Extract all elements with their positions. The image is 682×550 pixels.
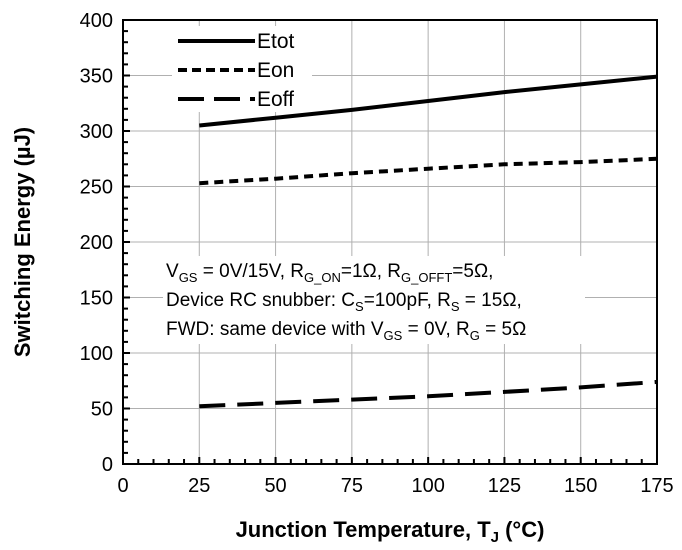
- x-tick-labels: 0 25 50 75 100 125 150 175: [117, 475, 673, 497]
- note-text: =5Ω,: [452, 261, 493, 282]
- x-tick-label: 100: [411, 475, 444, 497]
- note-gon-sub: G_ON: [304, 270, 341, 285]
- series-lines: [199, 74, 658, 409]
- series-eoff-line: [199, 379, 658, 409]
- y-tick-label: 300: [80, 121, 113, 143]
- x-axis-title-unit: (°C): [499, 517, 544, 542]
- y-tick-label: 100: [80, 343, 113, 365]
- conditions-line-3: FWD: same device with VGS = 0V, RG = 5Ω: [166, 319, 526, 343]
- y-axis-title: Switching Energy (µJ): [10, 127, 35, 357]
- y-tick-label: 150: [80, 288, 113, 310]
- x-tick-label: 75: [341, 475, 363, 497]
- note-text: = 0V, R: [402, 319, 469, 340]
- note-goff-sub: G_OFFT: [401, 270, 452, 285]
- y-tick-label: 250: [80, 177, 113, 199]
- note-s-sub: S: [355, 299, 364, 314]
- legend: Etot Eon Eoff: [172, 26, 312, 112]
- note-text: = 15Ω,: [460, 290, 522, 311]
- note-v: V: [166, 261, 179, 282]
- note-text: FWD: same device with V: [166, 319, 384, 340]
- y-tick-label: 400: [80, 10, 113, 32]
- y-tick-label: 200: [80, 232, 113, 254]
- x-tick-label: 125: [488, 475, 521, 497]
- x-tick-label: 175: [640, 475, 673, 497]
- series-eon-line: [199, 156, 658, 186]
- x-axis-title-main: Junction Temperature, T: [236, 517, 492, 542]
- note-text: =100pF, R: [364, 290, 451, 311]
- conditions-box: [163, 256, 585, 344]
- y-tick-label: 350: [80, 66, 113, 88]
- note-gs-sub: GS: [384, 328, 403, 343]
- x-axis-title: Junction Temperature, TJ (°C): [236, 517, 545, 546]
- y-tick-label: 50: [91, 399, 113, 421]
- y-tick-label: 0: [102, 454, 113, 476]
- x-tick-label: 0: [117, 475, 128, 497]
- x-axis-title-sub: J: [491, 529, 499, 546]
- conditions-line-2: Device RC snubber: CS=100pF, RS = 15Ω,: [166, 290, 522, 314]
- note-text: = 0V/15V, R: [197, 261, 304, 282]
- legend-label-etot: Etot: [257, 30, 295, 53]
- series-etot-line: [199, 74, 658, 128]
- legend-label-eoff: Eoff: [257, 88, 294, 111]
- note-gs-sub: GS: [179, 270, 198, 285]
- plot-frame: [122, 19, 658, 465]
- conditions-line-1: VGS = 0V/15V, RG_ON=1Ω, RG_OFFT=5Ω,: [166, 261, 493, 285]
- note-text: =1Ω, R: [341, 261, 401, 282]
- x-tick-label: 150: [564, 475, 597, 497]
- legend-label-eon: Eon: [257, 59, 294, 82]
- note-s-sub: S: [451, 299, 460, 314]
- note-text: = 5Ω: [480, 319, 526, 340]
- x-tick-label: 50: [264, 475, 286, 497]
- note-text: Device RC snubber: C: [166, 290, 355, 311]
- note-g-sub: G: [470, 328, 480, 343]
- y-tick-labels: 0 50 100 150 200 250 300 350 400: [80, 10, 113, 476]
- x-tick-label: 25: [188, 475, 210, 497]
